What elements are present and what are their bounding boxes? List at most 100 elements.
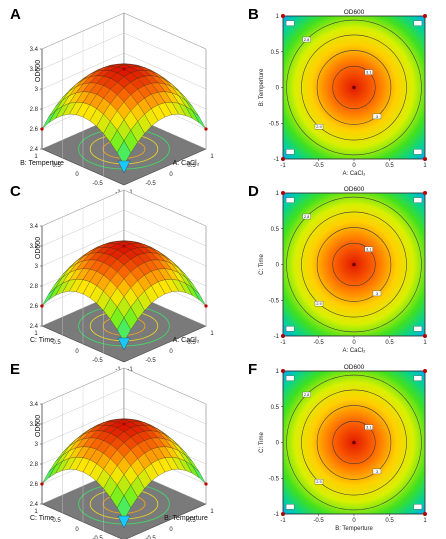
design-point [122,67,126,71]
x-axis-label: B: Temperture [164,515,208,522]
x-tick-label: 0 [169,172,173,178]
contour-label: 3.1 [366,70,372,75]
z-tick-label: 2.6 [30,127,39,133]
z-tick-label: 2.8 [30,107,39,113]
x-tick-label: -0.5 [145,358,156,364]
x-axis-label: B: Temperture [335,526,373,532]
contour-label-box [285,326,295,332]
y-tick-label: -0.5 [92,536,103,539]
y-tick-label: 0 [75,527,79,533]
z-tick-label: 3.4 [30,47,39,53]
x-tick-label: -0.5 [313,340,324,346]
y-axis-label: B: Temperture [20,160,64,167]
panel-letter: E [10,361,20,378]
y-tick-label: -1 [274,157,280,163]
z-tick-label: 3.2 [30,67,39,73]
contour-label: 2.9 [316,124,322,129]
contour-label: 3 [376,114,379,119]
x-tick-label: -1 [280,518,286,524]
contour-line [286,374,422,511]
contour-label: 2.8 [304,392,310,397]
z-axis-label: OD600 [35,237,42,259]
design-point [122,244,126,248]
contour-panel-d: D OD600 2.8 2.9 3 3.1 -1-1 -0.5 -0.5 0 0 0.5 0.5 1 1 A:… [248,183,427,354]
contour-label-box [372,290,382,297]
x-tick-label: 0 [169,349,173,355]
contour-label-box [285,197,295,203]
design-point [352,262,356,267]
contour-label: 3 [376,291,379,296]
y-tick-label: -1 [115,367,121,373]
contour-label-box [302,213,311,220]
x-tick-label: -0.5 [145,536,156,539]
x-tick-label: -0.5 [313,518,324,524]
panel-letter: F [248,361,257,378]
y-tick-label: 0 [276,263,280,269]
y-tick-label: 0.5 [271,227,280,233]
contour-label: 3 [376,469,379,474]
contour-label-box [413,326,423,332]
chart-title: OD600 [344,186,365,193]
contour-label-box [413,20,423,26]
contour-label-box [372,113,382,120]
y-tick-label: 1 [276,369,280,375]
x-tick-label: 0 [352,518,356,524]
wall-gridline [41,12,207,50]
z-tick-label: 3.2 [30,422,39,428]
y-tick-label: 0 [75,349,79,355]
contour-label: 2.8 [304,37,310,42]
y-tick-label: -1 [274,334,280,340]
contour-label-box [413,197,423,203]
surface-panel-a: A2.42.62.833.23.4-1-1-0.5-0.5000.50.511A… [10,6,214,196]
y-tick-label: -0.5 [92,358,103,364]
y-axis-label: C: Time [259,432,265,453]
contour-line [332,65,376,110]
z-tick-label: 2.4 [30,147,39,153]
x-tick-label: 1 [210,331,214,337]
wall-gridline [41,407,207,445]
z-tick-label: 2.6 [30,482,39,488]
contour-line [316,227,392,302]
y-tick-label: -0.5 [269,121,280,127]
design-point [122,422,126,426]
z-tick-label: 2.8 [30,462,39,468]
x-tick-label: 1 [210,509,214,515]
x-axis-label: A: CaCl₂ [342,171,366,177]
panel-letter: A [10,6,21,23]
x-tick-label: 1 [423,163,427,169]
x-axis-label: A: CaCl₂ [342,348,366,354]
surface-spike [117,515,131,529]
z-tick-label: 2.6 [30,304,39,310]
y-tick-label: 1 [34,154,38,160]
y-tick-label: -0.5 [269,476,280,482]
x-tick-label: 0.5 [187,163,196,169]
x-tick-label: -1 [280,340,286,346]
surface-cell [117,140,131,166]
x-tick-label: 1 [423,340,427,346]
z-tick-label: 3.4 [30,402,39,408]
y-axis-label: C: Time [30,515,54,522]
z-tick-label: 3 [35,442,39,448]
design-point [204,482,208,486]
panel-letter: C [10,183,21,200]
wall-gridline [41,32,207,70]
chart-title: OD600 [344,9,365,16]
x-tick-label: 0.5 [187,518,196,524]
surface-cell [117,495,131,521]
contour-label-box [285,375,295,381]
contour-line [316,50,392,125]
x-tick-label: 0 [352,163,356,169]
contour-label-box [413,149,423,155]
x-tick-label: 0.5 [385,163,394,169]
contour-label-box [314,479,324,485]
wall-gridline [41,367,207,405]
y-tick-label: 1 [34,331,38,337]
contour-panel-f: F OD600 2.8 2.9 3 3.1 -1-1 -0.5 -0.5 0 0 0.5 0.5 1 1 B:… [248,361,427,532]
x-tick-label: 1 [423,518,427,524]
x-tick-label: 0 [169,527,173,533]
contour-label: 3.1 [366,247,372,252]
y-tick-label: 0.5 [52,518,61,524]
panels-layer: A2.42.62.833.23.4-1-1-0.5-0.5000.50.511A… [10,6,427,539]
y-tick-label: -0.5 [269,298,280,304]
design-point [423,369,427,373]
